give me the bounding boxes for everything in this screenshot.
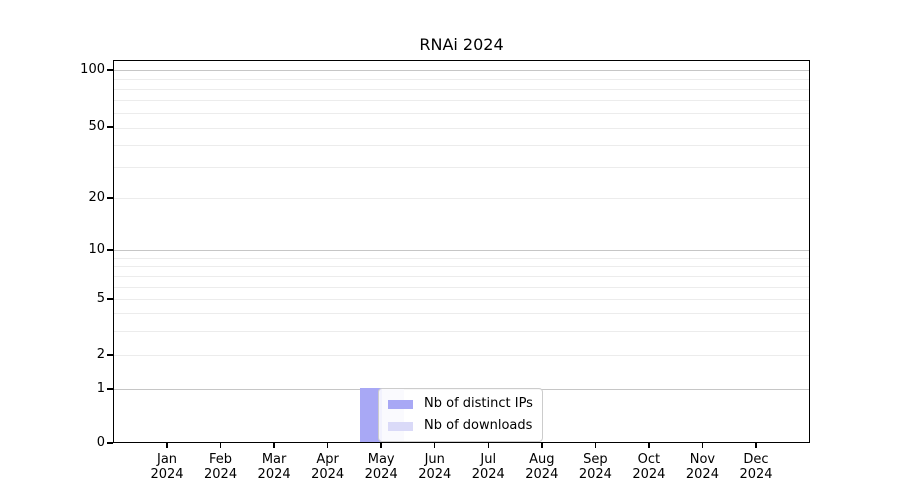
x-tick-year: 2024	[525, 467, 559, 482]
y-tick-mark-10	[107, 249, 113, 251]
plot-area	[113, 60, 810, 443]
x-tick-mark-Oct	[648, 442, 650, 448]
gridline-minor-9	[114, 257, 809, 259]
x-tick-year: 2024	[418, 467, 452, 482]
x-tick-year: 2024	[739, 467, 773, 482]
x-tick-label-May: May 2024	[349, 452, 413, 482]
x-tick-year: 2024	[685, 467, 719, 482]
gridline-minor-8	[114, 266, 809, 268]
x-tick-month: Jul	[480, 452, 497, 467]
x-tick-mark-Mar	[273, 442, 275, 448]
legend-label: Nb of distinct IPs	[424, 396, 533, 411]
y-tick-mark-1	[107, 388, 113, 390]
y-tick-mark-2	[107, 354, 113, 356]
legend-swatch-icon	[388, 399, 413, 409]
x-tick-label-Jun: Jun 2024	[403, 452, 467, 482]
bar-nb-of-distinct-ips-may	[360, 388, 383, 442]
legend-item: Nb of distinct IPs	[388, 395, 533, 413]
gridline-minor-70	[114, 99, 809, 101]
x-tick-label-Feb: Feb 2024	[189, 452, 253, 482]
x-tick-year: 2024	[311, 467, 345, 482]
y-tick-mark-50	[107, 126, 113, 128]
x-tick-label-Mar: Mar 2024	[242, 452, 306, 482]
x-tick-year: 2024	[257, 467, 291, 482]
gridline-2	[114, 355, 809, 357]
x-tick-month: Aug	[529, 452, 555, 467]
gridline-minor-4	[114, 313, 809, 315]
x-tick-mark-Jun	[433, 442, 436, 448]
gridline-minor-60	[114, 112, 809, 114]
x-tick-mark-Apr	[326, 442, 329, 448]
gridline-minor-80	[114, 88, 809, 90]
x-tick-label-Aug: Aug 2024	[510, 452, 574, 482]
gridline-minor-3	[114, 330, 809, 332]
x-tick-label-Jan: Jan 2024	[135, 452, 199, 482]
x-tick-month: Feb	[209, 452, 233, 467]
x-tick-month: Mar	[261, 452, 287, 467]
gridline-20	[114, 198, 809, 200]
x-tick-label-Apr: Apr 2024	[296, 452, 360, 482]
x-tick-year: 2024	[632, 467, 666, 482]
gridline-100	[114, 70, 809, 72]
gridline-minor-30	[114, 167, 809, 169]
x-tick-year: 2024	[150, 467, 184, 482]
x-tick-year: 2024	[578, 467, 612, 482]
x-tick-label-Nov: Nov 2024	[670, 452, 734, 482]
x-tick-label-Jul: Jul 2024	[456, 452, 520, 482]
x-tick-mark-Dec	[755, 442, 757, 448]
x-tick-month: Apr	[316, 452, 339, 467]
x-tick-mark-Sep	[594, 442, 597, 448]
x-tick-mark-May	[380, 442, 382, 448]
y-tick-mark-100	[107, 69, 113, 71]
x-tick-label-Oct: Oct 2024	[617, 452, 681, 482]
x-tick-month: May	[367, 452, 395, 467]
x-tick-label-Sep: Sep 2024	[563, 452, 627, 482]
y-tick-mark-5	[107, 298, 113, 300]
x-tick-year: 2024	[471, 467, 505, 482]
gridline-5	[114, 299, 809, 301]
x-tick-label-Dec: Dec 2024	[724, 452, 788, 482]
x-tick-year: 2024	[364, 467, 398, 482]
gridline-minor-7	[114, 275, 809, 277]
legend-label: Nb of downloads	[424, 418, 533, 433]
x-tick-month: Jun	[424, 452, 445, 467]
x-tick-month: Sep	[583, 452, 608, 467]
legend-swatch-icon	[388, 421, 413, 431]
gridline-10	[114, 250, 809, 252]
y-tick-label-2: 2	[96, 346, 105, 362]
y-tick-mark-20	[107, 197, 113, 199]
legend: Nb of distinct IPs Nb of downloads	[378, 388, 543, 442]
x-tick-year: 2024	[204, 467, 238, 482]
legend-item: Nb of downloads	[388, 417, 533, 435]
y-tick-label-0: 0	[96, 435, 105, 450]
y-tick-label-50: 50	[88, 119, 105, 135]
x-tick-mark-Nov	[701, 442, 704, 448]
gridline-minor-40	[114, 144, 809, 146]
x-tick-mark-Aug	[541, 442, 543, 448]
y-tick-label-100: 100	[80, 61, 105, 77]
x-tick-month: Dec	[743, 452, 769, 467]
x-tick-mark-Jul	[487, 442, 490, 448]
x-tick-mark-Jan	[166, 442, 168, 448]
x-tick-month: Nov	[689, 452, 716, 467]
gridline-minor-90	[114, 79, 809, 81]
chart-title: RNAi 2024	[419, 35, 504, 54]
x-tick-month: Jan	[156, 452, 178, 467]
x-tick-month: Oct	[637, 452, 661, 467]
y-tick-mark-0	[107, 442, 113, 444]
y-tick-label-10: 10	[88, 241, 105, 257]
gridline-minor-6	[114, 286, 809, 288]
y-tick-label-20: 20	[88, 189, 105, 205]
y-tick-label-1: 1	[96, 380, 105, 396]
y-tick-label-5: 5	[96, 290, 105, 306]
x-tick-mark-Feb	[219, 442, 222, 448]
gridline-50	[114, 127, 809, 129]
